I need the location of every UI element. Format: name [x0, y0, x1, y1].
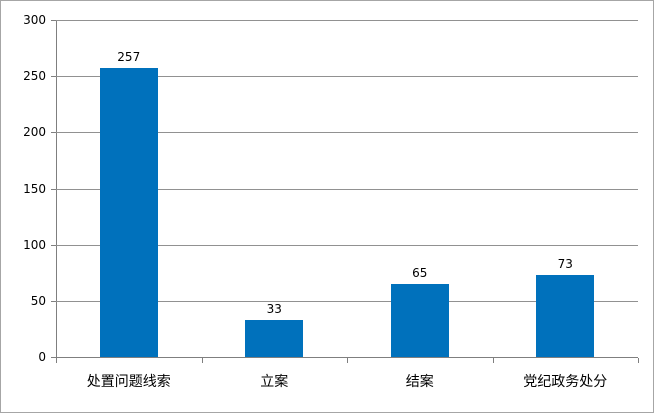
bar-立案	[245, 320, 304, 357]
y-axis-tick-label: 250	[23, 69, 46, 84]
y-axis-tick-label: 300	[23, 13, 46, 27]
bar-value-label: 257	[117, 50, 141, 64]
x-tick-1	[201, 358, 203, 363]
gridline-300	[56, 20, 638, 21]
gridline-250	[56, 76, 638, 78]
y-tick-0	[51, 357, 56, 358]
x-tick-3	[492, 358, 494, 363]
bar-value-label: 33	[266, 302, 282, 316]
y-tick-150	[51, 188, 56, 190]
x-axis-line	[56, 357, 638, 358]
bar-value-label: 65	[412, 266, 428, 280]
bar-处置问题线索	[99, 68, 158, 357]
y-tick-300	[51, 20, 56, 21]
x-tick-2	[347, 358, 348, 363]
y-axis-line	[56, 20, 57, 362]
y-axis-tick-label: 100	[23, 237, 46, 252]
x-tick-0	[56, 358, 57, 363]
gridline-100	[56, 244, 638, 246]
y-axis-tick-label: 0	[38, 350, 46, 364]
bar-结案	[390, 284, 449, 357]
plot-area: 257 33 65 73	[56, 20, 638, 357]
x-axis-category-label: 处置问题线索	[86, 374, 171, 390]
x-axis-category-label: 结案	[405, 374, 434, 390]
y-tick-250	[51, 76, 56, 78]
x-axis-category-label: 立案	[260, 374, 289, 390]
y-axis-tick-label: 200	[23, 125, 46, 140]
x-axis-category-label: 党纪政务处分	[523, 374, 608, 390]
y-axis-tick-label: 150	[23, 181, 46, 196]
y-tick-200	[51, 132, 56, 134]
y-axis-tick-label: 50	[30, 293, 46, 308]
bar-value-label: 73	[557, 257, 573, 271]
gridline-200	[56, 132, 638, 134]
gridline-50	[56, 300, 638, 302]
x-tick-4	[638, 358, 639, 363]
y-tick-100	[51, 244, 56, 246]
bar-党纪政务处分	[536, 275, 595, 357]
gridline-150	[56, 188, 638, 190]
y-tick-50	[51, 300, 56, 302]
